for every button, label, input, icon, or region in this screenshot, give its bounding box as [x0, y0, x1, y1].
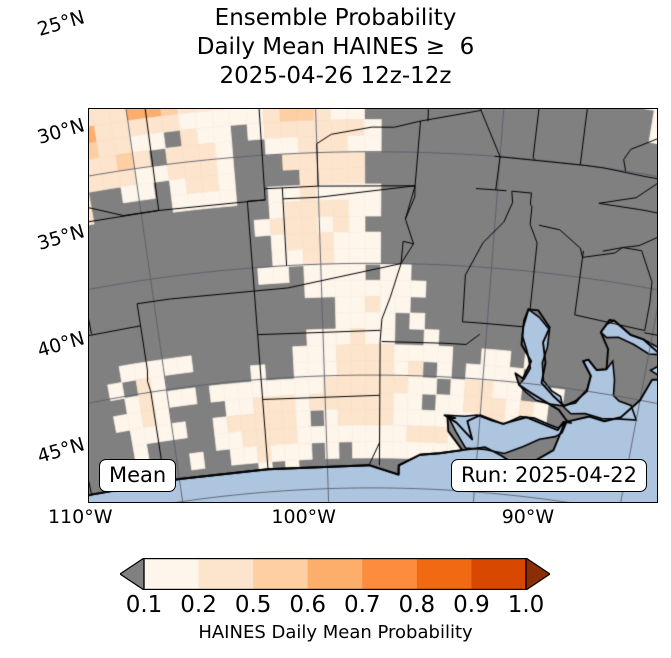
colorbar-tick-0-8: 0.8 — [398, 592, 436, 618]
lon-tick-label-100: 100°W — [271, 506, 336, 528]
map-plot-area[interactable]: Mean Run: 2025-04-22 — [88, 108, 658, 503]
lat-tick-label-30: 30°N — [34, 114, 88, 149]
statistic-badge: Mean — [99, 459, 177, 492]
run-date-badge: Run: 2025-04-22 — [450, 459, 647, 492]
lat-tick-label-45: 45°N — [34, 433, 88, 468]
colorbar-tick-0-6: 0.6 — [289, 592, 326, 618]
lat-tick-label-35: 35°N — [34, 220, 88, 256]
lon-tick-label-110: 110°W — [47, 506, 113, 528]
colorbar-gradient — [120, 558, 550, 590]
title-line-1: Ensemble Probability — [214, 5, 457, 31]
lon-tick-label-90: 90°W — [501, 506, 555, 528]
page-title: Ensemble Probability Daily Mean HAINES ≥… — [0, 4, 671, 91]
colorbar-tick-0-7: 0.7 — [343, 592, 381, 618]
title-line-2: Daily Mean HAINES ≥ 6 — [196, 34, 475, 60]
colorbar-tick-0-5: 0.5 — [234, 592, 272, 618]
colorbar-tick-0-1: 0.1 — [125, 592, 163, 618]
probability-heatmap — [89, 109, 657, 502]
title-line-3: 2025-04-26 12z-12z — [219, 63, 452, 89]
colorbar: 0.1 0.2 0.5 0.6 0.7 0.8 0.9 1.0 HAINES Daily Me… — [0, 552, 671, 658]
colorbar-tick-1-0: 1.0 — [507, 592, 545, 618]
colorbar-title: HAINES Daily Mean Probability — [198, 622, 473, 643]
colorbar-tick-0-2: 0.2 — [180, 592, 217, 618]
lat-tick-label-40: 40°N — [34, 326, 88, 362]
colorbar-tick-0-9: 0.9 — [453, 592, 490, 618]
